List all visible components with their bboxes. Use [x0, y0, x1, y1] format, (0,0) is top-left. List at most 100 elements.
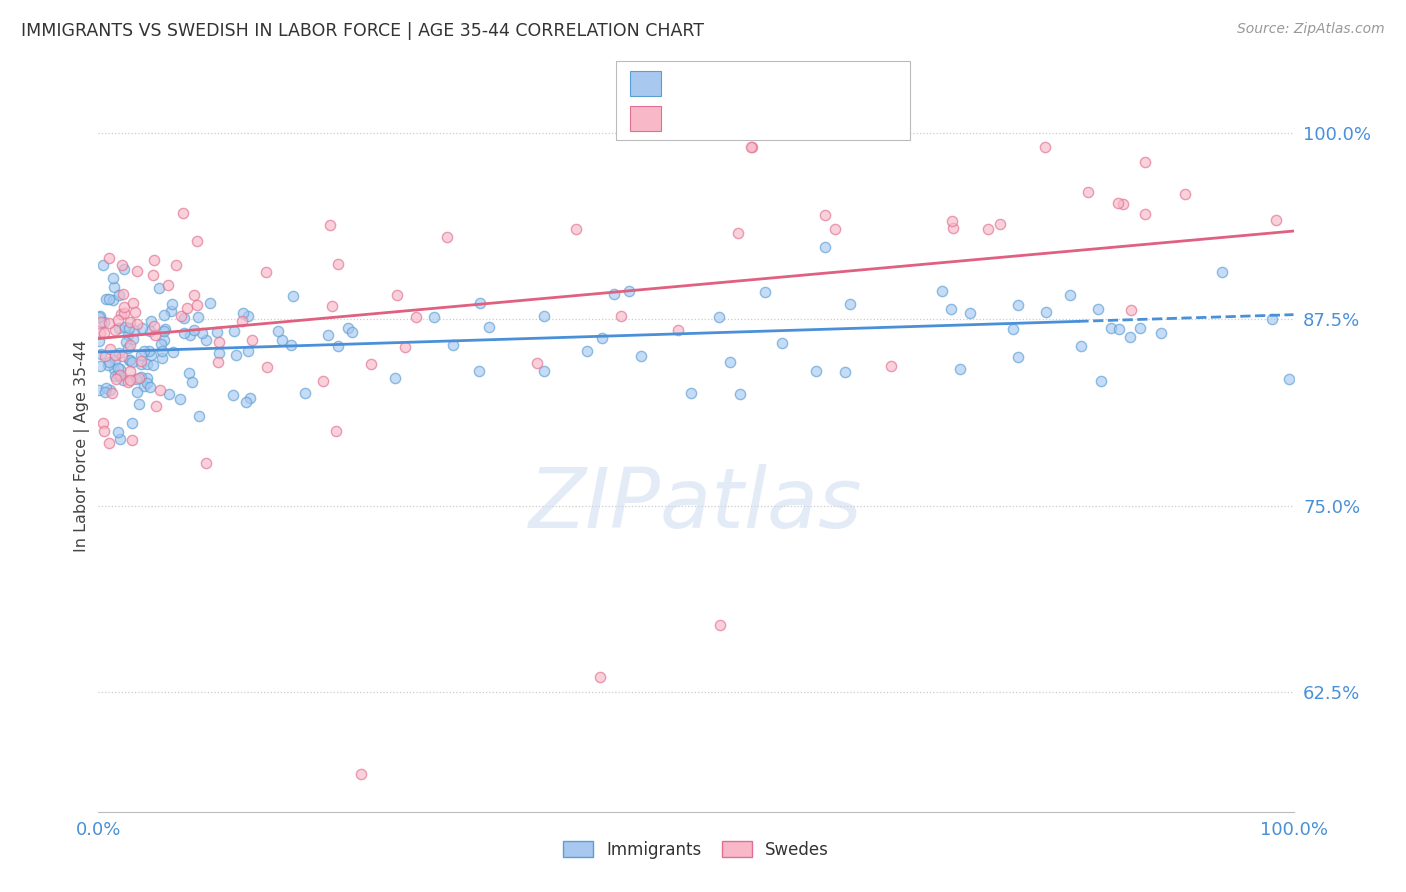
Point	[770, 336, 793, 351]
Point	[1265, 212, 1288, 227]
Point	[149, 383, 172, 397]
Point	[90, 346, 112, 360]
Point	[385, 287, 408, 301]
Point	[128, 371, 150, 385]
Point	[526, 355, 548, 369]
Point	[98, 355, 121, 369]
Point	[93, 315, 115, 329]
Point	[478, 320, 501, 334]
Point	[718, 355, 741, 369]
Point	[139, 348, 162, 362]
Point	[188, 409, 211, 424]
Point	[150, 336, 173, 351]
Point	[89, 309, 111, 323]
Point	[91, 416, 114, 430]
Point	[941, 214, 963, 228]
Point	[120, 373, 142, 387]
Point	[104, 369, 127, 384]
Y-axis label: In Labor Force | Age 35-44: In Labor Force | Age 35-44	[75, 340, 90, 552]
Point	[576, 344, 599, 359]
Point	[1149, 326, 1171, 341]
Text: ZIPatlas: ZIPatlas	[529, 464, 863, 545]
Point	[101, 293, 124, 307]
Point	[110, 307, 132, 321]
Point	[1087, 301, 1109, 316]
Point	[108, 288, 131, 302]
Point	[1133, 155, 1156, 169]
Point	[321, 299, 343, 313]
Point	[153, 322, 176, 336]
Point	[198, 296, 221, 310]
Point	[1129, 321, 1152, 335]
Text: 0.180: 0.180	[717, 110, 769, 128]
Text: R =: R =	[672, 110, 709, 128]
Point	[112, 300, 135, 314]
Point	[87, 383, 110, 397]
Point	[128, 397, 150, 411]
Point	[280, 338, 302, 352]
Point	[1121, 303, 1143, 318]
Point	[160, 297, 183, 311]
Point	[94, 350, 117, 364]
Point	[107, 360, 129, 375]
Text: 88: 88	[824, 110, 846, 128]
Point	[326, 257, 349, 271]
Point	[91, 258, 114, 272]
Point	[89, 359, 111, 373]
Point	[103, 353, 125, 368]
Point	[103, 280, 125, 294]
Point	[107, 346, 129, 360]
Point	[180, 375, 202, 389]
Point	[142, 318, 165, 333]
Point	[325, 424, 347, 438]
Point	[148, 281, 170, 295]
Point	[1108, 321, 1130, 335]
Point	[208, 334, 231, 349]
Point	[814, 208, 837, 222]
Point	[103, 271, 125, 285]
Point	[1107, 195, 1129, 210]
Point	[114, 320, 136, 334]
Point	[98, 383, 121, 397]
Point	[360, 358, 382, 372]
Point	[183, 288, 205, 302]
Point	[436, 229, 458, 244]
Point	[207, 325, 229, 339]
Point	[125, 264, 148, 278]
Point	[468, 296, 491, 310]
Point	[179, 328, 201, 343]
Point	[350, 767, 373, 781]
Point	[591, 331, 613, 345]
Point	[101, 386, 124, 401]
Point	[311, 374, 333, 388]
Point	[112, 261, 135, 276]
Point	[120, 352, 142, 367]
Point	[328, 339, 350, 353]
Point	[121, 416, 143, 430]
Point	[533, 364, 555, 378]
Point	[118, 321, 141, 335]
Point	[122, 295, 145, 310]
Point	[97, 358, 120, 372]
Point	[468, 364, 491, 378]
Legend: Immigrants, Swedes: Immigrants, Swedes	[557, 834, 835, 865]
Point	[834, 366, 856, 380]
Point	[142, 358, 165, 372]
Point	[1090, 374, 1112, 388]
Point	[160, 303, 183, 318]
Point	[806, 364, 828, 378]
Point	[141, 268, 163, 283]
Point	[177, 366, 200, 380]
Point	[162, 344, 184, 359]
Point	[1001, 322, 1024, 336]
Point	[108, 321, 131, 335]
Point	[94, 381, 117, 395]
Point	[238, 343, 260, 358]
Point	[111, 258, 134, 272]
Point	[98, 435, 121, 450]
Point	[195, 456, 218, 470]
Point	[104, 323, 127, 337]
Point	[1007, 351, 1029, 365]
Point	[93, 424, 115, 438]
Point	[183, 323, 205, 337]
